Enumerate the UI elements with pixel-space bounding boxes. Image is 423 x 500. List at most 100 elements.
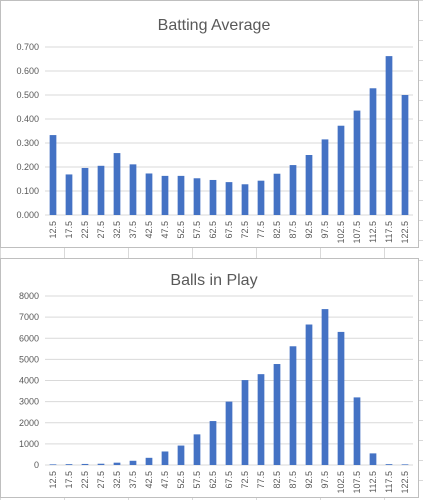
chart-title: Balls in Play <box>170 272 257 289</box>
x-tick-label: 22.5 <box>80 471 90 489</box>
bar[interactable] <box>353 110 361 215</box>
bar[interactable] <box>65 174 73 215</box>
bar[interactable] <box>209 421 217 465</box>
x-tick-label: 122.5 <box>400 221 410 244</box>
x-tick-label: 77.5 <box>256 471 266 489</box>
bar[interactable] <box>97 463 105 465</box>
bar[interactable] <box>385 464 393 465</box>
bar[interactable] <box>97 165 105 215</box>
bar[interactable] <box>145 173 153 215</box>
bar[interactable] <box>401 464 409 465</box>
balls-in-play-chart[interactable]: Balls in Play 0 1000 2000 3000 4000 5000 6000 7… <box>0 258 419 498</box>
x-tick-label: 117.5 <box>384 221 394 243</box>
bar[interactable] <box>193 434 201 465</box>
x-tick-label: 12.5 <box>48 471 58 489</box>
bar[interactable] <box>337 125 345 215</box>
bar[interactable] <box>321 309 329 465</box>
x-tick-label: 87.5 <box>288 471 298 489</box>
bar[interactable] <box>129 460 137 465</box>
bar[interactable] <box>225 401 233 465</box>
balls-in-play-plot: Balls in Play 0 1000 2000 3000 4000 5000 6000 7… <box>19 272 413 494</box>
bar[interactable] <box>177 445 185 465</box>
bar[interactable] <box>49 135 57 215</box>
x-tick-label: 72.5 <box>240 221 250 239</box>
x-tick-label: 92.5 <box>304 471 314 489</box>
x-tick-label: 112.5 <box>368 471 378 493</box>
batting-average-plot: Batting Average 0.000 0.100 0.200 0.300 0.40… <box>16 17 413 244</box>
bar[interactable] <box>337 331 345 465</box>
x-tick-label: 67.5 <box>224 221 234 239</box>
y-tick-label: 6000 <box>19 333 39 343</box>
x-tick-label: 97.5 <box>320 221 330 239</box>
x-tick-label: 57.5 <box>192 471 202 489</box>
chart-title: Batting Average <box>158 17 271 34</box>
x-tick-label: 102.5 <box>336 221 346 244</box>
bar[interactable] <box>161 175 169 215</box>
bar[interactable] <box>385 56 393 216</box>
bar[interactable] <box>241 380 249 465</box>
x-tick-label: 52.5 <box>176 221 186 239</box>
bar[interactable] <box>81 167 89 215</box>
bar[interactable] <box>321 139 329 215</box>
x-tick-label: 122.5 <box>400 471 410 494</box>
x-tick-label: 22.5 <box>80 221 90 239</box>
y-tick-label: 5000 <box>19 354 39 364</box>
y-tick-label: 0.300 <box>16 138 39 148</box>
bar[interactable] <box>289 346 297 465</box>
bar[interactable] <box>113 153 121 215</box>
x-tick-label: 112.5 <box>368 221 378 243</box>
x-tick-label: 72.5 <box>240 471 250 489</box>
x-tick-label: 67.5 <box>224 471 234 489</box>
x-tick-label: 62.5 <box>208 471 218 489</box>
bar[interactable] <box>129 164 137 215</box>
bar[interactable] <box>193 178 201 215</box>
x-tick-label: 57.5 <box>192 221 202 239</box>
x-tick-label: 27.5 <box>96 471 106 489</box>
bar[interactable] <box>369 88 377 215</box>
bar[interactable] <box>273 364 281 465</box>
batting-average-chart[interactable]: Batting Average 0.000 0.100 0.200 0.300 0.40… <box>0 0 419 248</box>
y-tick-label: 0.000 <box>16 210 39 220</box>
bar[interactable] <box>257 180 265 215</box>
x-tick-label: 107.5 <box>352 221 362 244</box>
x-tick-label: 17.5 <box>64 221 74 239</box>
x-tick-label: 87.5 <box>288 221 298 239</box>
bar[interactable] <box>273 173 281 215</box>
bar[interactable] <box>289 165 297 215</box>
bar[interactable] <box>305 324 313 465</box>
x-tick-label: 82.5 <box>272 221 282 239</box>
x-tick-label: 92.5 <box>304 221 314 239</box>
y-tick-label: 0.500 <box>16 90 39 100</box>
bar[interactable] <box>225 182 233 215</box>
y-tick-label: 1000 <box>19 439 39 449</box>
bar[interactable] <box>369 453 377 465</box>
bar[interactable] <box>305 155 313 215</box>
y-tick-label: 2000 <box>19 418 39 428</box>
y-tick-label: 0 <box>34 460 39 470</box>
y-tick-label: 0.400 <box>16 114 39 124</box>
bar[interactable] <box>353 397 361 465</box>
bar[interactable] <box>65 464 73 465</box>
bar[interactable] <box>81 463 89 465</box>
bar[interactable] <box>145 457 153 465</box>
x-tick-label: 32.5 <box>112 471 122 489</box>
x-tick-label: 117.5 <box>384 471 394 493</box>
bar[interactable] <box>161 451 169 465</box>
x-tick-label: 42.5 <box>144 221 154 239</box>
x-tick-label: 17.5 <box>64 471 74 489</box>
bar[interactable] <box>257 374 265 465</box>
y-tick-label: 0.600 <box>16 66 39 76</box>
x-tick-label: 97.5 <box>320 471 330 489</box>
x-tick-label: 102.5 <box>336 471 346 494</box>
bar[interactable] <box>401 95 409 215</box>
bar[interactable] <box>209 179 217 215</box>
x-tick-label: 47.5 <box>160 221 170 239</box>
y-tick-label: 0.700 <box>16 42 39 52</box>
bar[interactable] <box>113 462 121 465</box>
bar[interactable] <box>49 464 57 465</box>
x-tick-label: 42.5 <box>144 471 154 489</box>
x-tick-label: 52.5 <box>176 471 186 489</box>
bar[interactable] <box>241 184 249 215</box>
x-tick-label: 82.5 <box>272 471 282 489</box>
bar[interactable] <box>177 175 185 215</box>
